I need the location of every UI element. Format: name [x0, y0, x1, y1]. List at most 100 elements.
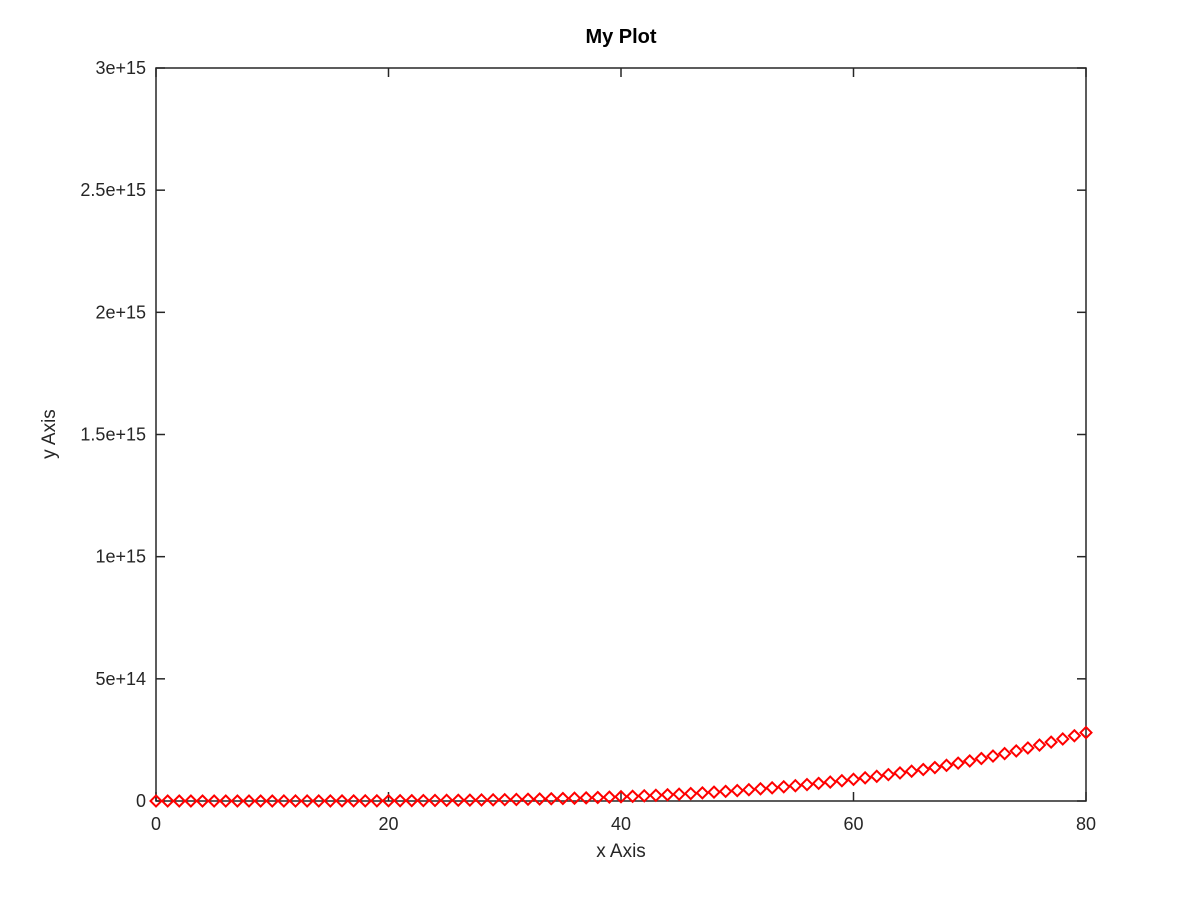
data-point — [195, 794, 210, 808]
data-point — [869, 769, 884, 784]
data-point — [741, 782, 756, 797]
data-point — [183, 794, 198, 808]
data-point — [637, 788, 652, 803]
data-point — [660, 787, 675, 802]
data-point — [532, 792, 547, 806]
y-tick-label: 2.5e+15 — [80, 180, 146, 200]
data-point — [544, 791, 559, 806]
data-point — [625, 789, 640, 804]
y-tick-label: 2e+15 — [95, 302, 146, 322]
data-point — [695, 785, 710, 800]
data-point — [486, 792, 501, 807]
data-point — [521, 792, 535, 807]
data-point — [707, 785, 721, 800]
data-point — [311, 794, 326, 808]
data-point — [1009, 743, 1024, 758]
data-point — [1055, 732, 1070, 746]
data-points — [149, 725, 1093, 808]
data-point — [927, 760, 942, 775]
x-tick-label: 40 — [611, 814, 631, 834]
chart-title: My Plot — [585, 26, 656, 48]
data-point — [579, 790, 594, 805]
data-point — [881, 767, 896, 782]
data-point — [672, 787, 687, 802]
x-tick-label: 0 — [151, 814, 161, 834]
data-point — [462, 793, 477, 808]
data-point — [335, 793, 349, 808]
data-point — [207, 794, 222, 808]
data-point — [648, 788, 663, 803]
data-point — [858, 770, 873, 785]
data-point — [474, 793, 489, 807]
data-point — [439, 793, 454, 808]
data-point — [369, 793, 384, 808]
data-point — [242, 794, 256, 808]
data-point — [718, 784, 733, 799]
x-tick-label: 60 — [843, 814, 863, 834]
y-tick-label: 3e+15 — [95, 58, 146, 78]
data-point — [149, 794, 163, 808]
data-point — [276, 794, 291, 808]
data-point — [776, 779, 791, 794]
data-point — [253, 794, 268, 808]
data-point — [1032, 738, 1047, 752]
data-point — [358, 793, 373, 808]
data-point — [765, 780, 780, 795]
data-point — [1067, 728, 1082, 743]
data-point — [567, 791, 582, 806]
data-point — [288, 794, 303, 808]
data-point — [974, 751, 989, 766]
data-point — [846, 772, 861, 787]
data-point — [590, 790, 605, 805]
y-tick-label: 1.5e+15 — [80, 425, 146, 445]
data-point — [265, 794, 280, 808]
data-point — [904, 764, 919, 779]
data-point — [997, 746, 1012, 761]
data-point — [416, 793, 431, 808]
data-point — [800, 777, 814, 792]
data-point — [172, 794, 187, 808]
data-point — [986, 749, 1000, 763]
data-point — [1079, 725, 1093, 740]
data-point — [939, 758, 954, 773]
y-axis-label: y Axis — [39, 409, 60, 459]
data-point — [428, 793, 442, 808]
data-point — [555, 791, 570, 806]
data-point — [381, 793, 396, 808]
data-point — [1020, 741, 1035, 755]
data-point — [451, 793, 466, 808]
data-point — [834, 773, 849, 788]
data-point — [497, 792, 512, 807]
data-point — [823, 775, 838, 789]
plot-area — [155, 67, 1087, 802]
data-point — [683, 786, 698, 801]
x-tick-label: 80 — [1076, 814, 1096, 834]
data-point — [753, 781, 768, 796]
data-point — [811, 776, 826, 791]
data-point — [951, 756, 966, 771]
data-point — [218, 794, 233, 808]
data-point — [614, 789, 628, 804]
x-tick-label: 20 — [378, 814, 398, 834]
y-tick-label: 5e+14 — [95, 669, 146, 689]
data-point — [509, 792, 524, 807]
data-point — [730, 783, 745, 798]
x-axis-label: x Axis — [596, 841, 646, 862]
data-point — [160, 794, 175, 808]
data-point — [1044, 735, 1059, 750]
y-tick-label: 0 — [136, 791, 146, 811]
data-point — [404, 793, 419, 808]
axis-ticks: 0 20 40 60 80 0 5e+14 1e+15 1.5e+15 2e+15 2.5e+15 3… — [80, 58, 1096, 834]
y-tick-label: 1e+15 — [95, 547, 146, 567]
data-point — [893, 765, 907, 780]
data-point — [393, 793, 408, 808]
data-point — [962, 754, 977, 768]
data-point — [602, 790, 617, 805]
data-point — [230, 794, 245, 808]
data-point — [323, 794, 338, 808]
data-point — [916, 762, 931, 777]
data-point — [300, 794, 315, 808]
data-point — [346, 793, 361, 808]
